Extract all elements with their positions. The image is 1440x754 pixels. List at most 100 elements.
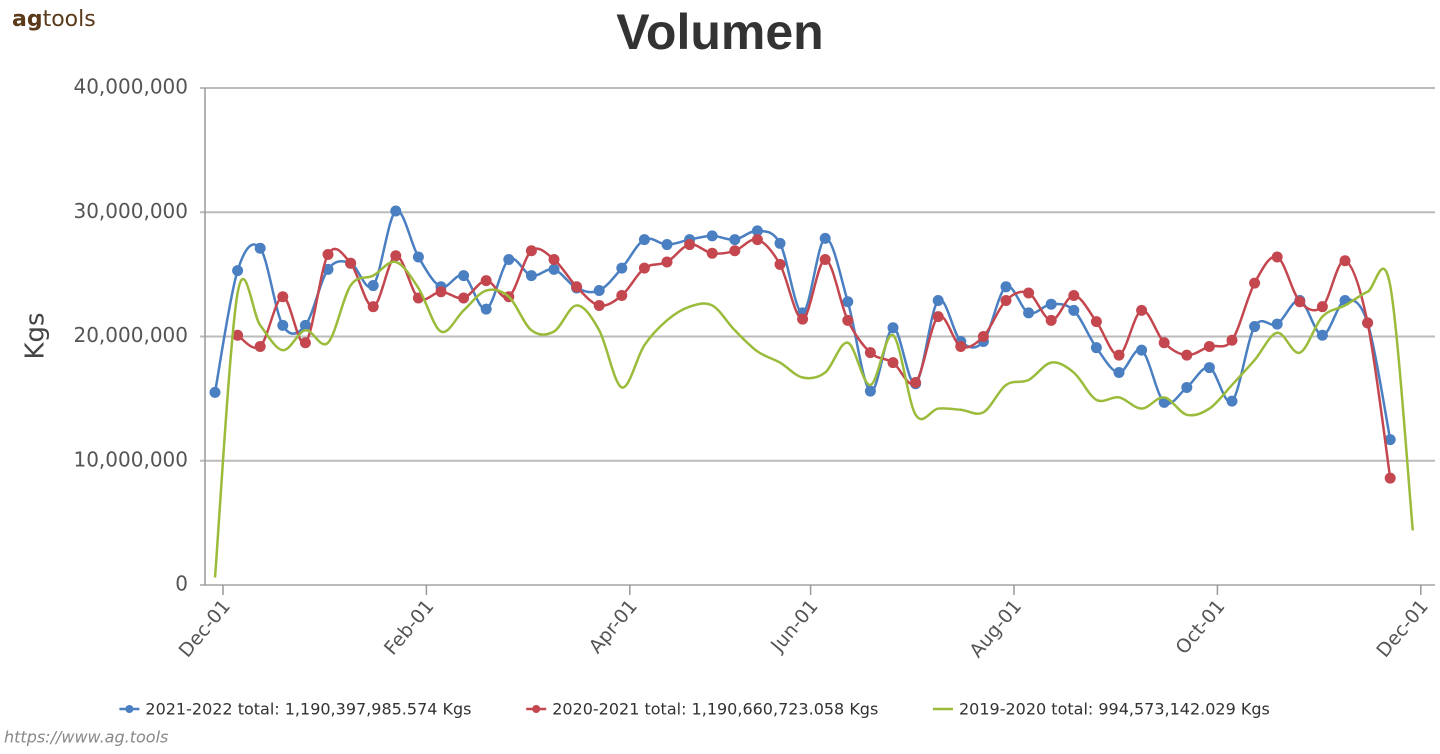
point [299,319,311,331]
point [774,237,786,249]
x-tick-label: Aug-01 [965,596,1026,662]
point [1226,334,1238,346]
point [751,225,763,237]
y-tick-label: 0 [175,572,188,596]
point [638,234,650,246]
point [842,296,854,308]
point [345,257,357,269]
x-tick-label: Apr-01 [585,596,642,658]
y-tick-label: 20,000,000 [73,323,188,347]
y-tick-label: 30,000,000 [73,199,188,223]
point [277,291,289,303]
point [367,280,379,292]
point [232,265,244,277]
point [435,286,447,298]
legend-label: 2020-2021 total: 1,190,660,723.058 Kgs [552,700,878,719]
point [684,239,696,251]
y-axis-label: Kgs [21,312,51,359]
point [819,232,831,244]
legend-marker [532,705,541,713]
point [390,205,402,217]
point [977,331,989,342]
logo-rest: tools [43,7,96,32]
legend-marker [125,705,134,713]
point [751,234,763,246]
point [706,230,718,242]
point [480,303,492,315]
point [661,239,673,251]
point [1068,289,1080,301]
x-tick-label: Dec-01 [1372,596,1432,662]
point [797,313,809,325]
point [548,253,560,265]
point [277,319,289,331]
point [322,248,334,260]
point [1158,337,1170,349]
point [1384,434,1396,446]
point [458,292,470,304]
point [299,337,311,349]
legend: 2021-2022 total: 1,190,397,985.574 Kgs 20… [119,700,1270,719]
point [661,256,673,268]
logo: agtools [12,7,96,32]
point [1068,304,1080,316]
point [254,340,266,352]
point [503,253,515,265]
chart-title: Volumen [616,4,823,60]
point [616,289,628,301]
point [955,340,967,352]
point [1181,381,1193,393]
point [593,285,605,297]
point [367,301,379,313]
point [1113,367,1125,379]
y-tick-label: 10,000,000 [73,447,188,471]
point [729,234,741,246]
point [932,294,944,306]
x-tick-label: Feb-01 [380,596,438,660]
x-tick-label: Dec-01 [175,596,235,662]
point [390,250,402,262]
logo-bold: ag [12,7,43,32]
point [1316,301,1328,313]
x-tick-label: Jun-01 [766,596,823,657]
point [1271,318,1283,330]
point [1136,304,1148,316]
point [412,251,424,263]
point [1045,298,1057,310]
point [842,314,854,326]
point [525,245,537,257]
point [1090,342,1102,354]
point [1316,329,1328,341]
point [910,376,922,388]
point [1294,296,1306,308]
x-tick-label: Oct-01 [1172,596,1230,659]
point [1226,395,1238,407]
point [1339,255,1351,267]
point [480,275,492,287]
point [1023,287,1035,299]
point [819,253,831,265]
point [209,386,221,398]
point [774,258,786,270]
point [1000,281,1012,293]
point [887,357,899,369]
point [458,270,470,282]
point [706,247,718,259]
point [548,263,560,275]
point [864,385,876,397]
source: https://www.ag.tools [4,728,168,747]
point [1362,317,1374,329]
point [1023,307,1035,319]
legend-label: 2019-2020 total: 994,573,142.029 Kgs [959,700,1270,719]
point [593,299,605,311]
legend-label: 2021-2022 total: 1,190,397,985.574 Kgs [145,700,471,719]
point [1113,349,1125,361]
point [232,329,244,341]
point [1136,344,1148,356]
point [887,322,899,334]
point [638,262,650,274]
point [571,281,583,293]
point [864,347,876,359]
